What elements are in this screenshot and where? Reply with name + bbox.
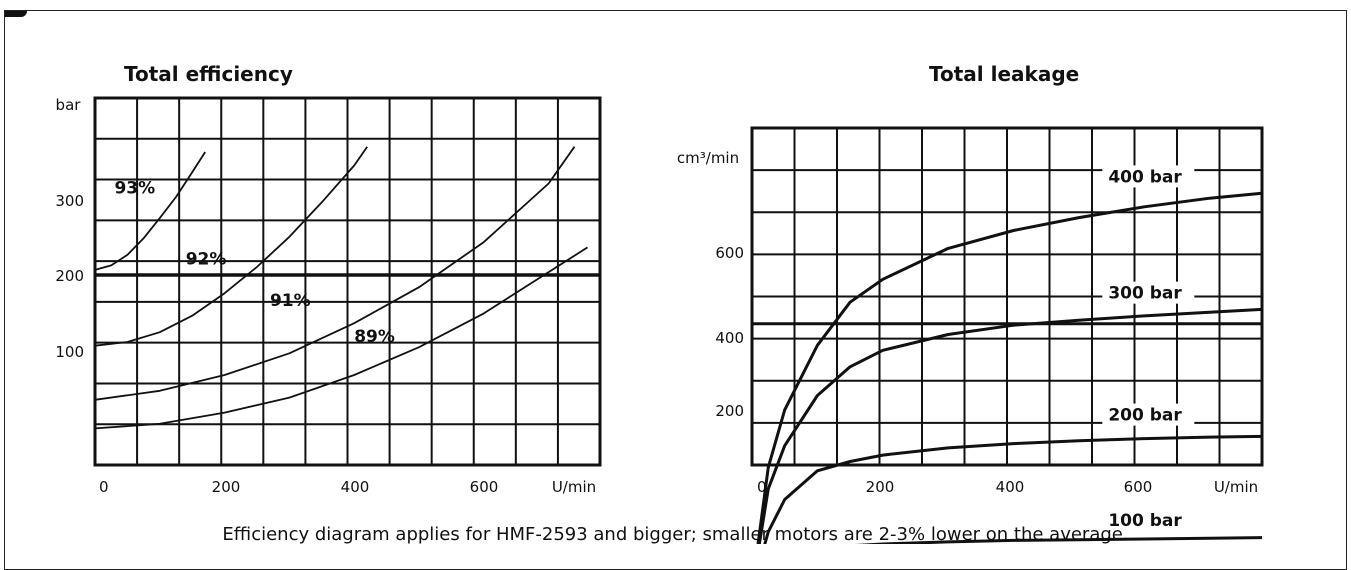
eff-label: 91%	[270, 291, 311, 311]
eff-xtick: 0	[99, 478, 109, 496]
leak-label: 100 bar	[1108, 511, 1182, 531]
leak-ytick: 400	[715, 329, 744, 347]
eff-plot-frame	[93, 96, 602, 467]
leak-xtick: 200	[866, 478, 895, 496]
eff-label: 93%	[114, 178, 155, 198]
corner-mark	[5, 11, 27, 17]
leak-label: 400 bar	[1108, 167, 1182, 187]
leak-label-bg	[1102, 403, 1195, 426]
eff-chart: 93% 92% 91% 89% 0 200 400 600 100 200 300 U/min bar	[55, 96, 602, 496]
charts-canvas: 93% 92% 91% 89% 0 200 400 600 100 200 300 U/min bar 4…	[55, 96, 1264, 544]
leak-series-400bar	[756, 191, 1263, 544]
eff-series-91	[94, 146, 576, 401]
leak-plot-frame	[750, 126, 1264, 467]
eff-ytick: 200	[55, 267, 84, 285]
leak-label: 300 bar	[1108, 284, 1182, 304]
chart-title-leakage: Total leakage	[929, 62, 1080, 86]
leak-chart: 400 bar 300 bar 200 bar 100 bar 0 200 400 600 20…	[677, 126, 1264, 544]
eff-xlabel: U/min	[552, 478, 596, 496]
leak-ylabel: cm³/min	[677, 149, 739, 167]
eff-ytick: 100	[55, 343, 84, 361]
eff-series-89	[94, 246, 588, 430]
eff-xtick: 200	[212, 478, 241, 496]
eff-ylabel: bar	[56, 96, 82, 114]
footnote: Efficiency diagram applies for HMF-2593 …	[222, 524, 1129, 545]
leak-label-bg	[1102, 281, 1195, 304]
leak-ytick: 200	[715, 402, 744, 420]
eff-ytick: 300	[55, 192, 84, 210]
eff-label: 92%	[186, 250, 227, 270]
leak-xtick: 600	[1124, 478, 1153, 496]
leak-label: 200 bar	[1108, 406, 1182, 426]
leak-series-300bar	[757, 307, 1263, 544]
eff-series-92	[94, 146, 368, 347]
eff-xtick: 400	[341, 478, 370, 496]
leak-series-200bar	[763, 434, 1263, 544]
leak-xlabel: U/min	[1214, 478, 1258, 496]
leak-xtick: 400	[996, 478, 1025, 496]
leak-label-bg	[1102, 165, 1195, 188]
leak-series-100bar	[855, 536, 1263, 544]
eff-label: 89%	[354, 327, 395, 347]
leak-ytick: 600	[715, 244, 744, 262]
eff-series-93	[94, 151, 206, 271]
leak-xtick: 0	[757, 478, 767, 496]
leak-label-bg	[1102, 509, 1195, 532]
eff-xtick: 600	[470, 478, 499, 496]
chart-title-efficiency: Total efficiency	[124, 62, 293, 86]
